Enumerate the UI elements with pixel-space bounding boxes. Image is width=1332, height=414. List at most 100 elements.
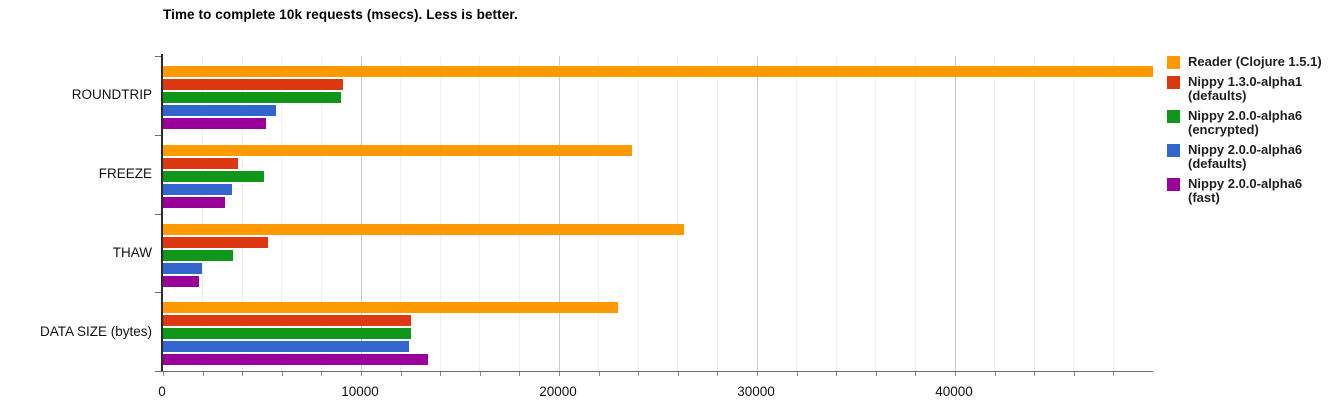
legend-swatch (1167, 56, 1180, 69)
bar (163, 105, 276, 116)
x-axis-tick (361, 372, 362, 376)
bar (163, 354, 429, 366)
minor-gridline (994, 56, 996, 371)
bar (163, 302, 619, 314)
x-tick-label: 10000 (341, 384, 379, 399)
minor-gridline (479, 56, 481, 371)
y-axis-tick (155, 134, 161, 136)
x-axis-tick (321, 372, 323, 376)
minor-gridline (241, 56, 243, 371)
x-tick-label: 0 (158, 384, 166, 399)
legend-item: Nippy 1.3.0-alpha1 (defaults) (1167, 73, 1327, 104)
x-axis-tick (163, 372, 164, 376)
legend: Reader (Clojure 1.5.1) Nippy 1.3.0-alpha1… (1167, 54, 1327, 206)
minor-gridline (439, 56, 441, 371)
minor-gridline (400, 56, 402, 371)
bar (163, 341, 409, 353)
legend-swatch (1167, 177, 1180, 191)
legend-label: Nippy 2.0.0-alpha6 (encrypted) (1188, 107, 1303, 137)
x-axis-tick (915, 372, 917, 376)
minor-gridline (202, 56, 204, 371)
legend-label: Nippy 1.3.0-alpha1 (defaults) (1188, 73, 1303, 103)
major-gridline (558, 56, 560, 371)
minor-gridline (716, 56, 718, 371)
category-label: THAW (112, 244, 152, 260)
legend-item: Nippy 2.0.0-alpha6 (fast) (1167, 175, 1327, 206)
minor-gridline (1033, 56, 1035, 371)
bar (163, 315, 411, 327)
minor-gridline (281, 56, 283, 371)
legend-label: Nippy 2.0.0-alpha6 (fast) (1188, 175, 1303, 205)
minor-gridline (637, 56, 639, 371)
legend-item: Nippy 2.0.0-alpha6 (defaults) (1167, 141, 1327, 172)
y-axis-tick (155, 292, 161, 294)
x-axis-tick (757, 372, 758, 376)
x-axis-baseline (161, 371, 1153, 372)
legend-label: Reader (Clojure 1.5.1) (1188, 54, 1322, 69)
x-axis-tick (994, 372, 996, 376)
legend-swatch (1167, 109, 1180, 123)
legend-item: Reader (Clojure 1.5.1) (1167, 54, 1327, 70)
x-tick-label: 40000 (935, 384, 973, 399)
category-label: FREEZE (98, 166, 152, 182)
bar (163, 262, 202, 274)
x-axis-tick (638, 372, 640, 376)
bar (163, 236, 268, 248)
x-axis-tick (717, 372, 719, 376)
bar (163, 328, 411, 340)
bar (163, 157, 239, 169)
bar (163, 170, 264, 182)
x-axis-tick (242, 372, 244, 376)
minor-gridline (320, 56, 322, 371)
minor-gridline (598, 56, 600, 371)
minor-gridline (518, 56, 520, 371)
category-label: ROUNDTRIP (71, 87, 152, 103)
x-axis-tick (202, 372, 204, 376)
minor-gridline (875, 56, 877, 371)
x-tick-label: 30000 (737, 384, 775, 399)
x-axis-tick (598, 372, 600, 376)
bar (163, 118, 266, 129)
legend-label: Nippy 2.0.0-alpha6 (defaults) (1188, 141, 1303, 171)
plot-area (163, 56, 1153, 371)
x-axis-tick (955, 372, 956, 376)
bar (163, 249, 234, 261)
legend-item: Nippy 2.0.0-alpha6 (encrypted) (1167, 107, 1327, 138)
x-axis-tick (1073, 372, 1075, 376)
category-label: DATA SIZE (bytes) (39, 323, 152, 339)
y-axis-line (161, 54, 163, 372)
x-axis-tick (281, 372, 283, 376)
x-axis-tick (1113, 372, 1115, 376)
major-gridline (756, 56, 758, 371)
major-gridline (954, 56, 956, 371)
bar (163, 223, 684, 235)
x-axis-tick (836, 372, 838, 376)
chart-title: Time to complete 10k requests (msecs). L… (163, 7, 518, 22)
bar (163, 275, 199, 287)
minor-gridline (914, 56, 916, 371)
minor-gridline (1112, 56, 1114, 371)
x-axis-tick (519, 372, 521, 376)
minor-gridline (796, 56, 798, 371)
y-axis-tick (155, 371, 161, 372)
minor-gridline (677, 56, 679, 371)
y-axis-tick (155, 56, 161, 57)
x-axis-tick (440, 372, 442, 376)
legend-swatch (1167, 75, 1180, 89)
x-axis-tick (559, 372, 560, 376)
legend-swatch (1167, 143, 1180, 157)
x-tick-label: 20000 (539, 384, 577, 399)
bar (163, 144, 633, 156)
y-axis-tick (155, 213, 161, 215)
x-axis-tick (400, 372, 402, 376)
bar (163, 79, 344, 90)
minor-gridline (1073, 56, 1075, 371)
x-axis-tick (875, 372, 877, 376)
x-axis-tick (1034, 372, 1036, 376)
major-gridline (360, 56, 362, 371)
x-axis-tick (677, 372, 679, 376)
bar (163, 66, 1153, 77)
bar (163, 196, 226, 208)
x-axis-tick (479, 372, 481, 376)
